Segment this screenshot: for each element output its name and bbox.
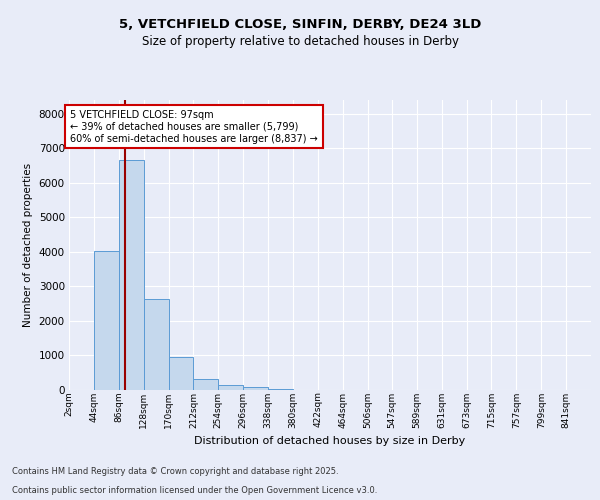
- Bar: [193, 379, 218, 390]
- Bar: [143, 298, 169, 390]
- Bar: [119, 160, 143, 390]
- Text: Contains HM Land Registry data © Crown copyright and database right 2025.: Contains HM Land Registry data © Crown c…: [12, 467, 338, 476]
- Y-axis label: Number of detached properties: Number of detached properties: [23, 163, 33, 327]
- Text: Contains public sector information licensed under the Open Government Licence v3: Contains public sector information licen…: [12, 486, 377, 495]
- Text: 5 VETCHFIELD CLOSE: 97sqm
← 39% of detached houses are smaller (5,799)
60% of se: 5 VETCHFIELD CLOSE: 97sqm ← 39% of detac…: [70, 110, 318, 144]
- Bar: [268, 389, 293, 390]
- Text: Size of property relative to detached houses in Derby: Size of property relative to detached ho…: [142, 35, 458, 48]
- Bar: [218, 384, 243, 390]
- Bar: [169, 357, 193, 390]
- X-axis label: Distribution of detached houses by size in Derby: Distribution of detached houses by size …: [194, 436, 466, 446]
- Bar: [94, 251, 119, 390]
- Bar: [243, 388, 268, 390]
- Text: 5, VETCHFIELD CLOSE, SINFIN, DERBY, DE24 3LD: 5, VETCHFIELD CLOSE, SINFIN, DERBY, DE24…: [119, 18, 481, 30]
